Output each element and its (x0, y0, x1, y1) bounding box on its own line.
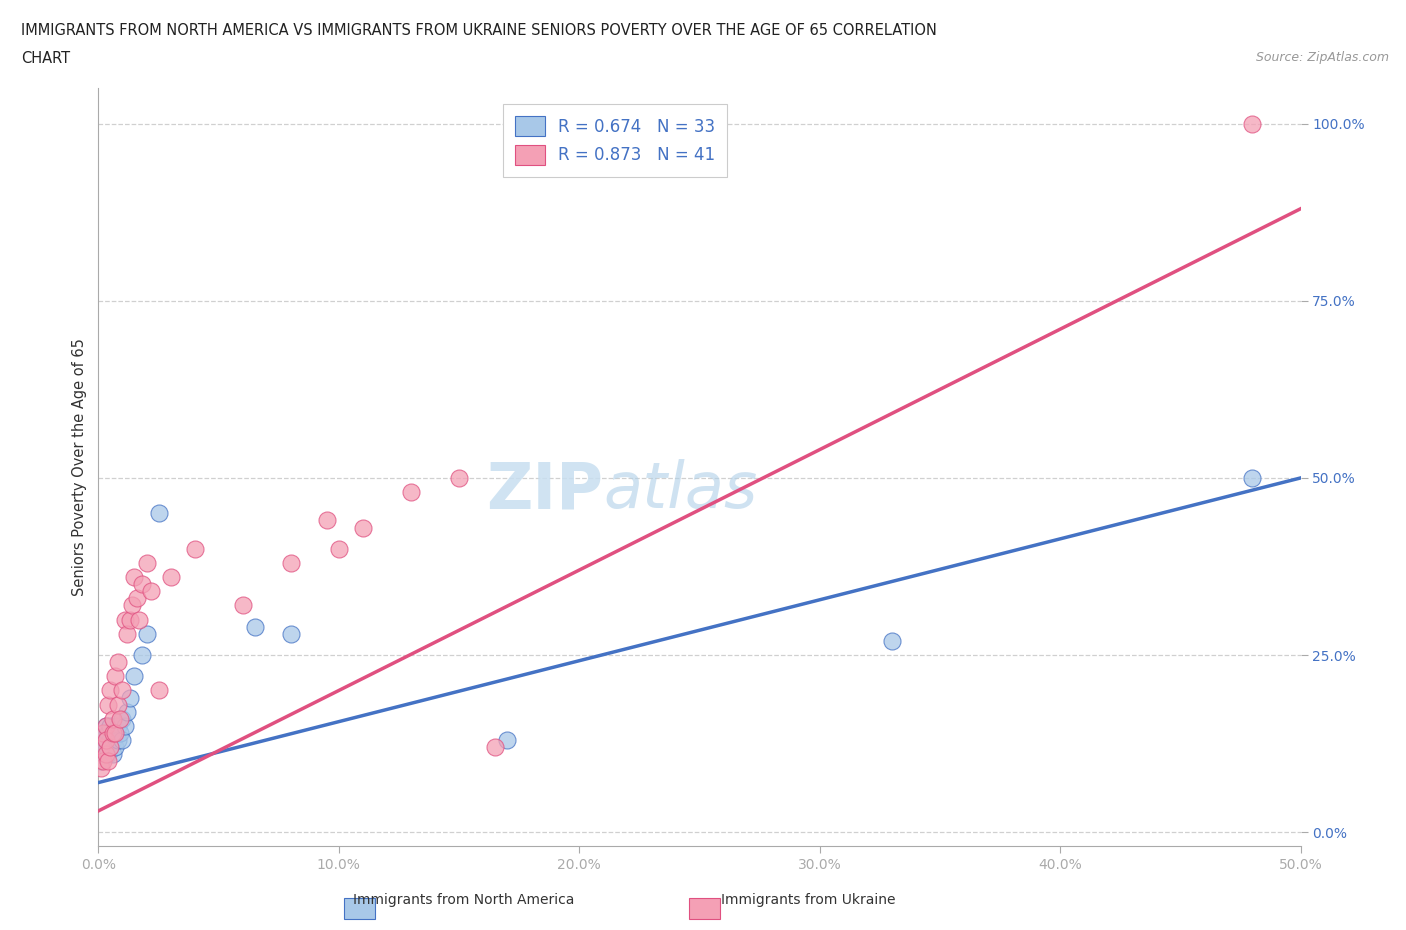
Point (880, 633, 903, 648)
Point (148, 506, 170, 521)
Point (100, 739, 122, 754)
Text: Immigrants from North America: Immigrants from North America (353, 893, 575, 907)
Point (111, 733, 134, 748)
Point (135, 626, 157, 641)
Point (90, 739, 112, 754)
Point (100, 683, 122, 698)
Y-axis label: Seniors Poverty Over the Age of 65: Seniors Poverty Over the Age of 65 (72, 339, 87, 596)
Point (107, 655, 129, 670)
Point (117, 626, 139, 641)
Point (94, 719, 117, 734)
Point (399, 485, 422, 499)
Point (280, 555, 302, 570)
Point (107, 733, 129, 748)
Point (91, 725, 114, 740)
Point (108, 711, 131, 726)
Point (104, 725, 127, 740)
Text: atlas: atlas (603, 459, 758, 521)
Point (128, 612, 150, 627)
Point (135, 555, 157, 570)
Point (496, 733, 519, 748)
Point (91, 747, 114, 762)
Point (111, 683, 134, 698)
Point (111, 711, 134, 726)
Point (104, 739, 127, 754)
Point (141, 584, 163, 599)
Point (131, 577, 153, 591)
Point (94, 747, 117, 762)
Point (97, 754, 120, 769)
Point (447, 471, 470, 485)
Point (101, 747, 124, 762)
Point (124, 669, 146, 684)
Point (114, 719, 136, 734)
Point (148, 683, 170, 698)
Point (100, 719, 122, 734)
Point (232, 598, 254, 613)
Point (94, 733, 117, 748)
Point (484, 739, 506, 754)
Point (328, 541, 350, 556)
Point (315, 513, 337, 528)
Text: Immigrants from Ukraine: Immigrants from Ukraine (721, 893, 896, 907)
Point (97, 747, 120, 762)
Point (100, 733, 122, 748)
Text: IMMIGRANTS FROM NORTH AMERICA VS IMMIGRANTS FROM UKRAINE SENIORS POVERTY OVER TH: IMMIGRANTS FROM NORTH AMERICA VS IMMIGRA… (21, 23, 936, 38)
Point (107, 719, 129, 734)
Bar (689, 898, 720, 919)
Point (183, 541, 205, 556)
Point (1241, 471, 1264, 485)
Legend: R = 0.674   N = 33, R = 0.873   N = 41: R = 0.674 N = 33, R = 0.873 N = 41 (503, 104, 727, 177)
Text: Source: ZipAtlas.com: Source: ZipAtlas.com (1256, 51, 1389, 64)
Text: CHART: CHART (21, 51, 70, 66)
Point (90, 733, 112, 748)
Point (91, 754, 114, 769)
Point (114, 612, 136, 627)
Point (104, 669, 127, 684)
Point (107, 698, 129, 712)
Point (90, 761, 112, 776)
Point (124, 570, 146, 585)
Point (101, 711, 124, 726)
Point (159, 570, 181, 585)
Point (97, 725, 120, 740)
Point (104, 725, 127, 740)
Point (125, 591, 148, 605)
Point (91, 725, 114, 740)
Point (97, 698, 120, 712)
Point (131, 647, 153, 662)
Point (90, 754, 112, 769)
Point (108, 725, 131, 740)
Point (243, 619, 266, 634)
Text: ZIP: ZIP (486, 459, 603, 521)
Point (94, 739, 117, 754)
Point (100, 739, 122, 754)
Point (94, 719, 117, 734)
Point (121, 598, 143, 613)
Point (118, 690, 141, 705)
Point (117, 704, 139, 719)
Point (94, 733, 117, 748)
Point (280, 626, 302, 641)
Point (101, 725, 124, 740)
Bar (344, 898, 375, 919)
Point (101, 733, 124, 748)
Point (118, 612, 141, 627)
Point (1241, 116, 1264, 131)
Point (352, 520, 374, 535)
